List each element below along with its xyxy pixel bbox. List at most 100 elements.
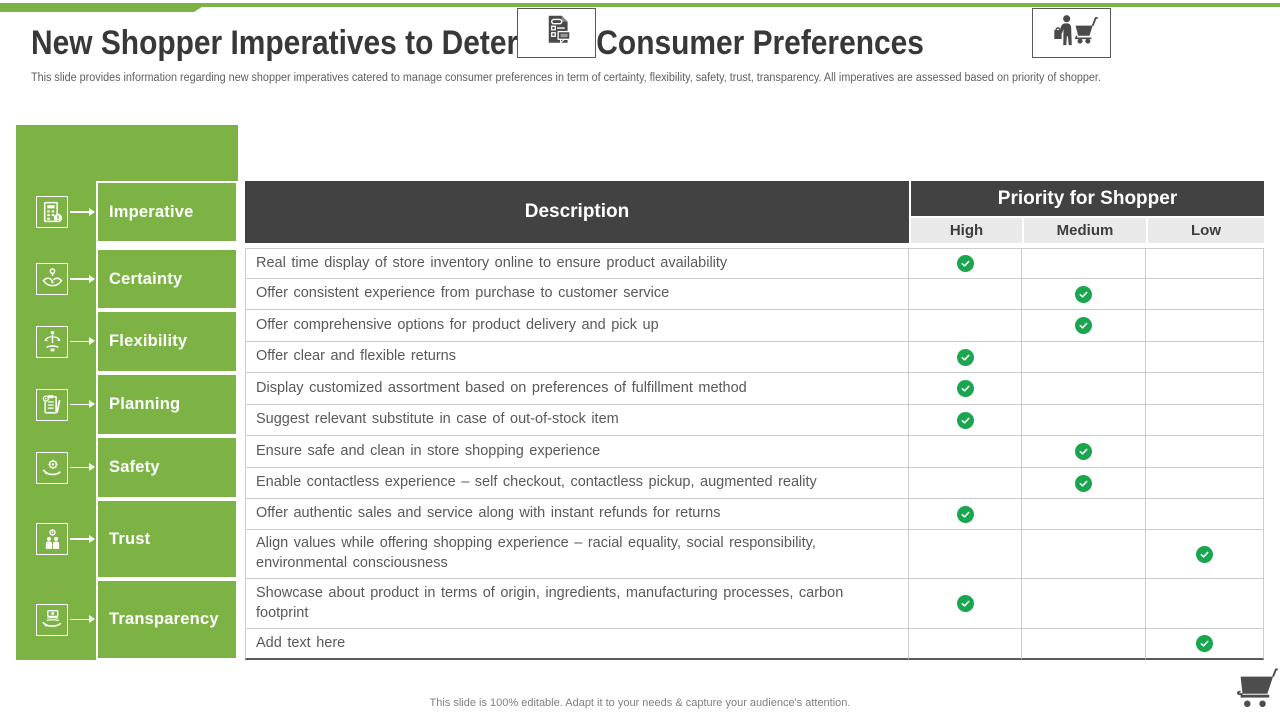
flexibility-icon bbox=[36, 325, 68, 358]
priority-cell-low bbox=[1146, 530, 1264, 579]
certainty-icon bbox=[36, 263, 68, 295]
priority-cell-high bbox=[909, 248, 1022, 279]
priority-cell-high bbox=[909, 499, 1022, 530]
arrow-icon bbox=[70, 275, 95, 282]
planning-icon bbox=[36, 388, 68, 421]
description-cell: Offer consistent experience from purchas… bbox=[245, 279, 909, 310]
priority-cell-high bbox=[909, 530, 1022, 579]
priority-cell-medium bbox=[1022, 530, 1146, 579]
priority-cell-medium bbox=[1022, 468, 1146, 499]
sidebar-icon-certainty bbox=[16, 248, 96, 310]
sidebar-icon-safety bbox=[16, 436, 96, 499]
priority-cell-high bbox=[909, 629, 1022, 660]
priority-cell-low bbox=[1146, 499, 1264, 530]
description-cell: Display customized assortment based on p… bbox=[245, 373, 909, 405]
priority-cell-medium bbox=[1022, 279, 1146, 310]
priority-cell-medium bbox=[1022, 579, 1146, 629]
priority-cell-high bbox=[909, 310, 1022, 342]
arrow-icon bbox=[70, 208, 95, 215]
priority-cell-low bbox=[1146, 310, 1264, 342]
arrow-icon bbox=[70, 615, 95, 623]
slide-subtitle: This slide provides information regardin… bbox=[31, 72, 1101, 84]
description-header-cell: Description bbox=[245, 181, 909, 243]
description-cell: Align values while offering shopping exp… bbox=[245, 530, 909, 579]
priority-level-medium: Medium bbox=[1022, 216, 1146, 243]
description-cell: Offer clear and flexible returns bbox=[245, 342, 909, 373]
priority-cell-medium bbox=[1022, 342, 1146, 373]
priority-cell-medium bbox=[1022, 310, 1146, 342]
sidebar-icon-transparency bbox=[16, 579, 96, 660]
check-icon bbox=[1196, 635, 1213, 652]
check-icon bbox=[1075, 474, 1092, 492]
document-checklist-icon bbox=[537, 11, 577, 56]
check-icon bbox=[956, 505, 974, 523]
shopping-cart-icon bbox=[1228, 668, 1278, 715]
priority-cell-high bbox=[909, 579, 1022, 629]
sidebar-item-certainty: Certainty bbox=[96, 248, 238, 310]
sidebar-icon-trust bbox=[16, 499, 96, 579]
arrow-icon bbox=[70, 463, 95, 471]
check-icon bbox=[956, 411, 974, 429]
check-icon bbox=[1075, 317, 1092, 334]
imperative-icon bbox=[36, 196, 68, 228]
top-accent-bar-thick bbox=[0, 3, 208, 12]
arrow-icon bbox=[70, 535, 95, 542]
priority-cell-medium bbox=[1022, 629, 1146, 660]
sidebar-item-flexibility: Flexibility bbox=[96, 310, 238, 373]
sidebar-item-trust: Trust bbox=[96, 499, 238, 579]
priority-cell-low bbox=[1146, 579, 1264, 629]
check-icon bbox=[1196, 545, 1213, 563]
trust-icon bbox=[36, 523, 68, 555]
check-icon bbox=[956, 255, 974, 272]
priority-cell-medium bbox=[1022, 373, 1146, 405]
priority-header-cell: Priority for Shopper bbox=[909, 181, 1264, 216]
shopper-with-cart-icon bbox=[1046, 13, 1098, 54]
description-cell: Ensure safe and clean in store shopping … bbox=[245, 436, 909, 468]
priority-cell-low bbox=[1146, 629, 1264, 660]
top-accent-bar-thin bbox=[0, 3, 1280, 7]
check-icon bbox=[1075, 443, 1092, 460]
footer-note: This slide is 100% editable. Adapt it to… bbox=[429, 697, 851, 709]
sidebar-top-block bbox=[16, 125, 238, 181]
imperatives-table: Imperative Certainty Flexibility Plannin… bbox=[16, 125, 1264, 660]
priority-cell-medium bbox=[1022, 405, 1146, 436]
priority-cell-high bbox=[909, 279, 1022, 310]
sidebar-item-safety: Safety bbox=[96, 436, 238, 499]
priority-cell-low bbox=[1146, 405, 1264, 436]
priority-cell-low bbox=[1146, 342, 1264, 373]
priority-cell-high bbox=[909, 468, 1022, 499]
priority-cell-low bbox=[1146, 373, 1264, 405]
priority-cell-high bbox=[909, 373, 1022, 405]
description-cell: Offer comprehensive options for product … bbox=[245, 310, 909, 342]
description-cell: Offer authentic sales and service along … bbox=[245, 499, 909, 530]
sidebar-icon-imperative bbox=[16, 181, 96, 243]
description-cell: Add text here bbox=[245, 629, 909, 660]
priority-cell-medium bbox=[1022, 248, 1146, 279]
check-icon bbox=[956, 348, 974, 366]
priority-cell-low bbox=[1146, 436, 1264, 468]
priority-cell-low bbox=[1146, 468, 1264, 499]
priority-cell-high bbox=[909, 342, 1022, 373]
description-cell: Enable contactless experience – self che… bbox=[245, 468, 909, 499]
imperative-header-cell: Imperative bbox=[96, 181, 238, 243]
priority-level-high: High bbox=[909, 216, 1022, 243]
safety-icon bbox=[36, 451, 68, 484]
priority-cell-low bbox=[1146, 279, 1264, 310]
description-cell: Real time display of store inventory onl… bbox=[245, 248, 909, 279]
check-icon bbox=[1075, 285, 1092, 303]
sidebar-icon-planning bbox=[16, 373, 96, 436]
description-header-icon-box bbox=[517, 8, 596, 58]
sidebar-icon-flexibility bbox=[16, 310, 96, 373]
priority-header-icon-box bbox=[1032, 8, 1111, 58]
arrow-icon bbox=[70, 400, 95, 408]
sidebar-item-transparency: Transparency bbox=[96, 579, 238, 660]
priority-cell-medium bbox=[1022, 436, 1146, 468]
description-cell: Suggest relevant substitute in case of o… bbox=[245, 405, 909, 436]
priority-cell-medium bbox=[1022, 499, 1146, 530]
priority-level-low: Low bbox=[1146, 216, 1264, 243]
arrow-icon bbox=[70, 337, 95, 345]
priority-cell-high bbox=[909, 405, 1022, 436]
priority-cell-low bbox=[1146, 248, 1264, 279]
check-icon bbox=[956, 595, 974, 612]
slide-title: New Shopper Imperatives to Determine Con… bbox=[31, 24, 924, 62]
